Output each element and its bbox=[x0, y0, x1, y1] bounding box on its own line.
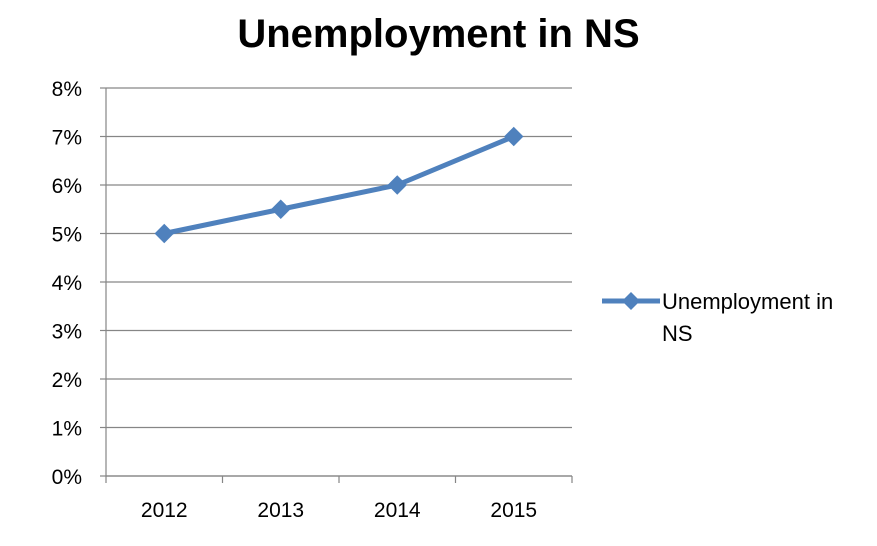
y-tick-label: 8% bbox=[52, 78, 82, 101]
y-tick-label: 6% bbox=[52, 175, 82, 198]
data-point-marker bbox=[387, 175, 407, 195]
data-point-marker bbox=[154, 223, 174, 244]
legend-marker bbox=[622, 292, 640, 310]
series-line bbox=[161, 134, 517, 236]
y-tick-label: 1% bbox=[52, 418, 82, 441]
y-tick-label: 4% bbox=[52, 272, 82, 295]
x-tick-label: 2015 bbox=[490, 499, 537, 522]
y-tick-label: 5% bbox=[52, 224, 82, 247]
legend-label: NS bbox=[662, 321, 693, 346]
legend-label: Unemployment in bbox=[662, 289, 833, 314]
y-tick-label: 7% bbox=[52, 127, 82, 150]
y-tick-label: 2% bbox=[52, 369, 82, 392]
data-point-marker bbox=[504, 126, 524, 147]
chart-title: Unemployment in NS bbox=[237, 12, 640, 56]
x-tick-label: 2013 bbox=[257, 499, 304, 522]
y-tick-label: 3% bbox=[52, 321, 82, 344]
y-tick-label: 0% bbox=[52, 466, 82, 489]
data-point-marker bbox=[271, 199, 291, 219]
x-tick-label: 2012 bbox=[141, 499, 188, 522]
x-tick-label: 2014 bbox=[374, 499, 421, 522]
